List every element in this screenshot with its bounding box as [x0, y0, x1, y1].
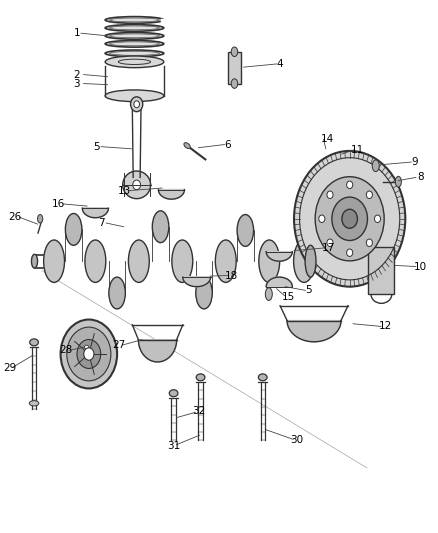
Ellipse shape [396, 176, 401, 187]
Text: 15: 15 [281, 292, 295, 302]
Text: 2: 2 [73, 70, 80, 79]
Text: 28: 28 [60, 345, 73, 356]
Ellipse shape [133, 180, 141, 190]
Polygon shape [266, 252, 292, 261]
Text: 6: 6 [225, 140, 231, 150]
Text: 13: 13 [118, 185, 131, 196]
Circle shape [67, 327, 111, 381]
Text: 8: 8 [417, 172, 424, 182]
Text: 3: 3 [73, 78, 80, 88]
Ellipse shape [85, 240, 106, 282]
Text: 1: 1 [73, 28, 80, 38]
Text: 32: 32 [192, 406, 205, 416]
Polygon shape [183, 277, 211, 287]
Ellipse shape [81, 343, 92, 351]
Polygon shape [159, 190, 184, 199]
Circle shape [327, 191, 333, 198]
Ellipse shape [231, 79, 238, 88]
Ellipse shape [372, 160, 379, 172]
Circle shape [84, 348, 94, 360]
Circle shape [77, 340, 101, 368]
Text: 9: 9 [412, 157, 418, 167]
Ellipse shape [44, 240, 64, 282]
Ellipse shape [105, 50, 164, 56]
Ellipse shape [105, 56, 164, 68]
Ellipse shape [30, 339, 39, 346]
Ellipse shape [196, 374, 205, 381]
Circle shape [346, 181, 353, 189]
Circle shape [319, 215, 325, 222]
Ellipse shape [231, 47, 238, 56]
Ellipse shape [169, 390, 178, 397]
Ellipse shape [32, 254, 38, 268]
Circle shape [332, 197, 367, 240]
Circle shape [342, 209, 357, 228]
Ellipse shape [152, 211, 169, 243]
Text: 18: 18 [225, 271, 238, 280]
Text: 30: 30 [290, 435, 303, 446]
Ellipse shape [65, 214, 82, 245]
Ellipse shape [131, 97, 143, 112]
Circle shape [346, 249, 353, 256]
Text: 7: 7 [98, 218, 104, 228]
Ellipse shape [105, 25, 164, 31]
Bar [227, 52, 241, 84]
Ellipse shape [109, 277, 125, 309]
Text: 14: 14 [321, 134, 334, 144]
Text: 26: 26 [8, 212, 21, 222]
Text: 29: 29 [3, 364, 16, 373]
Ellipse shape [85, 345, 89, 349]
Ellipse shape [184, 143, 190, 149]
Circle shape [294, 151, 405, 287]
Ellipse shape [265, 288, 272, 301]
Ellipse shape [215, 240, 236, 282]
Polygon shape [123, 171, 151, 185]
Ellipse shape [38, 215, 43, 223]
Ellipse shape [172, 240, 193, 282]
Text: 31: 31 [167, 441, 180, 451]
Polygon shape [123, 185, 151, 199]
Polygon shape [82, 208, 109, 217]
Polygon shape [138, 340, 177, 362]
Circle shape [374, 215, 381, 222]
Polygon shape [287, 320, 341, 342]
Ellipse shape [105, 90, 164, 102]
Circle shape [60, 319, 117, 389]
Text: 10: 10 [413, 262, 427, 271]
Ellipse shape [305, 245, 316, 277]
Text: 4: 4 [277, 59, 283, 69]
Ellipse shape [105, 17, 164, 23]
Ellipse shape [105, 41, 164, 47]
Ellipse shape [128, 240, 149, 282]
Text: 12: 12 [379, 321, 392, 332]
Ellipse shape [134, 101, 139, 108]
Text: 11: 11 [351, 145, 364, 155]
Ellipse shape [293, 240, 314, 282]
Ellipse shape [29, 401, 39, 406]
Ellipse shape [258, 374, 267, 381]
Circle shape [366, 239, 372, 246]
Ellipse shape [196, 277, 212, 309]
Ellipse shape [105, 33, 164, 39]
Circle shape [315, 177, 384, 261]
Circle shape [366, 191, 372, 198]
Bar [368, 247, 395, 294]
Text: 17: 17 [322, 243, 336, 253]
Text: 5: 5 [305, 285, 312, 295]
Text: 27: 27 [113, 340, 126, 350]
Text: 5: 5 [93, 142, 100, 152]
Circle shape [327, 239, 333, 246]
Text: 16: 16 [52, 199, 65, 209]
Polygon shape [266, 277, 292, 287]
Ellipse shape [259, 240, 280, 282]
Ellipse shape [237, 215, 254, 246]
